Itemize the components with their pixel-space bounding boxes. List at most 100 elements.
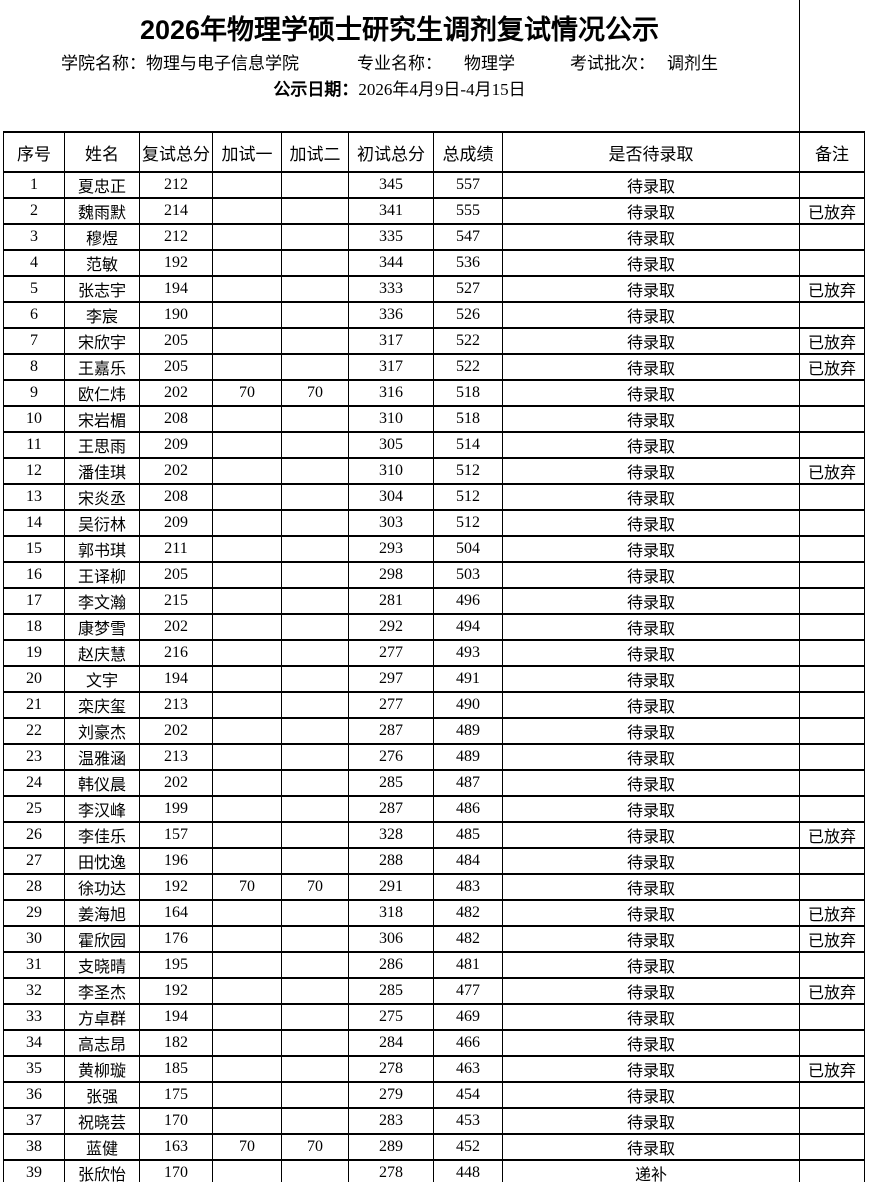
table-row: 30 霍欣园 176 306 482 待录取 已放弃 xyxy=(3,925,865,953)
cell-seq: 8 xyxy=(3,353,65,381)
cell-retest-total: 214 xyxy=(139,197,213,225)
cell-addtest-2 xyxy=(281,353,349,381)
cell-addtest-2 xyxy=(281,457,349,485)
cell-name: 赵庆慧 xyxy=(64,639,140,667)
column-header-seq: 序号 xyxy=(3,131,65,173)
cell-addtest-1 xyxy=(212,1081,282,1109)
cell-name: 王译柳 xyxy=(64,561,140,589)
cell-retest-total: 192 xyxy=(139,977,213,1005)
cell-total-score: 477 xyxy=(433,977,503,1005)
cell-total-score: 504 xyxy=(433,535,503,563)
cell-seq: 32 xyxy=(3,977,65,1005)
cell-addtest-1 xyxy=(212,1159,282,1182)
publish-date-label: 公示日期： xyxy=(273,80,359,100)
cell-admission-status: 待录取 xyxy=(502,873,800,901)
cell-total-score: 454 xyxy=(433,1081,503,1109)
cell-addtest-1 xyxy=(212,405,282,433)
cell-initial-total: 318 xyxy=(348,899,434,927)
cell-seq: 11 xyxy=(3,431,65,459)
cell-retest-total: 199 xyxy=(139,795,213,823)
cell-name: 李佳乐 xyxy=(64,821,140,849)
cell-name: 李宸 xyxy=(64,301,140,329)
cell-seq: 23 xyxy=(3,743,65,771)
cell-initial-total: 287 xyxy=(348,717,434,745)
cell-name: 宋炎丞 xyxy=(64,483,140,511)
cell-remark xyxy=(799,561,865,589)
cell-total-score: 487 xyxy=(433,769,503,797)
cell-total-score: 481 xyxy=(433,951,503,979)
cell-initial-total: 279 xyxy=(348,1081,434,1109)
cell-retest-total: 208 xyxy=(139,405,213,433)
column-header-retest-total: 复试总分 xyxy=(139,131,213,173)
cell-admission-status: 待录取 xyxy=(502,379,800,407)
column-header-addtest-2: 加试二 xyxy=(281,131,349,173)
cell-remark xyxy=(799,795,865,823)
table-row: 6 李宸 190 336 526 待录取 xyxy=(3,301,865,329)
page-title: 2026年物理学硕士研究生调剂复试情况公示 xyxy=(139,15,660,45)
cell-retest-total: 211 xyxy=(139,535,213,563)
cell-admission-status: 待录取 xyxy=(502,847,800,875)
cell-addtest-2 xyxy=(281,847,349,875)
table-row: 9 欧仁炜 202 70 70 316 518 待录取 xyxy=(3,379,865,407)
cell-addtest-2 xyxy=(281,1107,349,1135)
publish-date-value: 2026年4月9日-4月15日 xyxy=(358,80,526,100)
cell-initial-total: 310 xyxy=(348,405,434,433)
cell-initial-total: 286 xyxy=(348,951,434,979)
cell-seq: 37 xyxy=(3,1107,65,1135)
cell-total-score: 496 xyxy=(433,587,503,615)
cell-initial-total: 281 xyxy=(348,587,434,615)
cell-addtest-1 xyxy=(212,717,282,745)
cell-admission-status: 待录取 xyxy=(502,1081,800,1109)
cell-addtest-2 xyxy=(281,899,349,927)
cell-admission-status: 待录取 xyxy=(502,483,800,511)
cell-retest-total: 157 xyxy=(139,821,213,849)
cell-addtest-1 xyxy=(212,639,282,667)
cell-addtest-2 xyxy=(281,587,349,615)
table-row: 38 蓝健 163 70 70 289 452 待录取 xyxy=(3,1133,865,1161)
column-header-admission-status: 是否待录取 xyxy=(502,131,800,173)
cell-initial-total: 345 xyxy=(348,171,434,199)
cell-seq: 4 xyxy=(3,249,65,277)
cell-remark xyxy=(799,769,865,797)
table-header-row: 序号 姓名 复试总分 加试一 加试二 初试总分 总成绩 是否待录取 备注 xyxy=(3,131,865,173)
cell-addtest-2 xyxy=(281,275,349,303)
cell-addtest-2 xyxy=(281,665,349,693)
cell-remark xyxy=(799,379,865,407)
table-row: 3 穆煜 212 335 547 待录取 xyxy=(3,223,865,251)
cell-addtest-2 xyxy=(281,691,349,719)
cell-addtest-1 xyxy=(212,821,282,849)
meta-line: 学院名称：物理与电子信息学院 专业名称： 物理学 考试批次： 调剂生 xyxy=(0,54,799,74)
cell-remark xyxy=(799,1107,865,1135)
cell-total-score: 536 xyxy=(433,249,503,277)
cell-retest-total: 175 xyxy=(139,1081,213,1109)
cell-addtest-2 xyxy=(281,249,349,277)
cell-total-score: 512 xyxy=(433,457,503,485)
table-row: 37 祝晓芸 170 283 453 待录取 xyxy=(3,1107,865,1135)
cell-retest-total: 185 xyxy=(139,1055,213,1083)
cell-remark xyxy=(799,223,865,251)
cell-remark xyxy=(799,691,865,719)
cell-total-score: 482 xyxy=(433,899,503,927)
cell-seq: 12 xyxy=(3,457,65,485)
cell-seq: 5 xyxy=(3,275,65,303)
cell-retest-total: 163 xyxy=(139,1133,213,1161)
cell-admission-status: 待录取 xyxy=(502,171,800,199)
cell-retest-total: 209 xyxy=(139,509,213,537)
cell-total-score: 522 xyxy=(433,353,503,381)
cell-retest-total: 212 xyxy=(139,223,213,251)
cell-retest-total: 182 xyxy=(139,1029,213,1057)
cell-remark xyxy=(799,951,865,979)
cell-admission-status: 待录取 xyxy=(502,1003,800,1031)
cell-total-score: 484 xyxy=(433,847,503,875)
cell-name: 夏忠正 xyxy=(64,171,140,199)
cell-admission-status: 待录取 xyxy=(502,613,800,641)
cell-addtest-1 xyxy=(212,847,282,875)
cell-remark: 已放弃 xyxy=(799,821,865,849)
cell-remark xyxy=(799,249,865,277)
cell-addtest-1 xyxy=(212,691,282,719)
cell-total-score: 448 xyxy=(433,1159,503,1182)
cell-remark xyxy=(799,1159,865,1182)
cell-seq: 25 xyxy=(3,795,65,823)
cell-addtest-1 xyxy=(212,535,282,563)
